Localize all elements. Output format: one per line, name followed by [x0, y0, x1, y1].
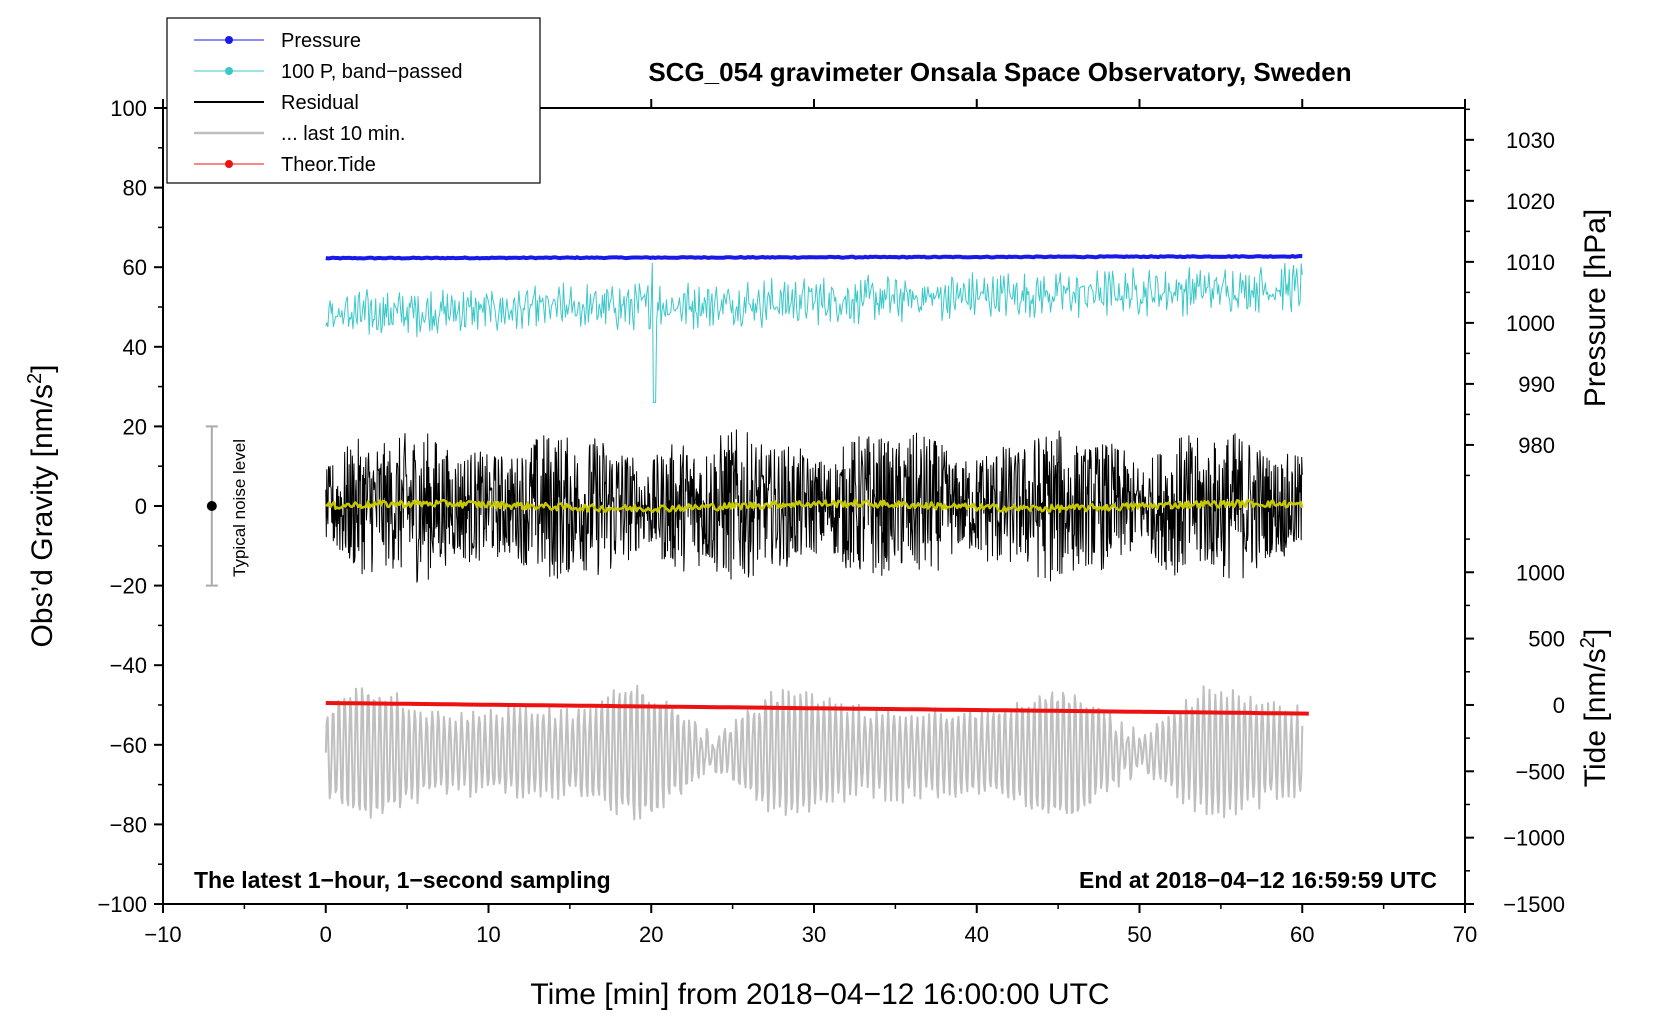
- y-tick-label: 40: [123, 335, 147, 360]
- legend-swatch-marker: [225, 160, 233, 168]
- legend-swatch-marker: [225, 67, 233, 75]
- tide-tick-label: −1500: [1503, 892, 1565, 917]
- y-tick-label: −60: [110, 733, 147, 758]
- pressure-tick-label: 1010: [1506, 250, 1555, 275]
- x-tick-label: 30: [802, 922, 826, 947]
- noise-center-dot: [206, 501, 217, 511]
- legend-entry-label: Theor.Tide: [281, 154, 376, 176]
- series-band-passed: [325, 262, 1303, 403]
- y-axis-label-tide-end: ]: [1579, 629, 1612, 637]
- y-axis-label-tide-main: Tide [nm/s: [1579, 648, 1612, 787]
- series-layer: [324, 254, 1309, 821]
- y-axis-label-left-main: Obs’d Gravity [nm/s: [26, 384, 59, 647]
- y-axis-label-left-sup: 2: [24, 373, 46, 384]
- tide-tick-label: −500: [1515, 759, 1565, 784]
- ticks-layer: −10 0 10 20 30 40 50 60 70100806040200−20−40−60−…: [97, 96, 1565, 947]
- pressure-tick-label: 990: [1518, 372, 1555, 397]
- tide-tick-label: 500: [1528, 627, 1565, 652]
- y-axis-label-left: Obs’d Gravity [nm/s2]: [24, 365, 59, 648]
- x-tick-label: 10: [476, 922, 500, 947]
- x-tick-label: 50: [1127, 922, 1151, 947]
- tide-tick-label: 0: [1553, 693, 1565, 718]
- pressure-tick-label: 1020: [1506, 189, 1555, 214]
- y-axis-label-tide-sup: 2: [1577, 637, 1599, 648]
- y-tick-label: −40: [110, 653, 147, 678]
- legend-box: [166, 17, 541, 184]
- series-pressure: [325, 254, 1303, 261]
- y-axis-label-pressure: Pressure [hPa]: [1579, 209, 1612, 407]
- legend-entry-label: Residual: [281, 92, 359, 114]
- noise-level-indicator: Typical noise level: [205, 425, 249, 587]
- x-tick-label: 40: [965, 922, 989, 947]
- y-axis-label-left-end: ]: [26, 365, 59, 373]
- x-tick-label: 60: [1290, 922, 1314, 947]
- y-axis-label-tide: Tide [nm/s2]: [1577, 629, 1612, 787]
- tide-tick-label: −1000: [1503, 826, 1565, 851]
- legend-entry-label: 100 P, band−passed: [281, 61, 462, 83]
- y-tick-label: 100: [110, 96, 147, 121]
- x-tick-label: 20: [639, 922, 663, 947]
- pressure-tick-label: 980: [1518, 433, 1555, 458]
- annotation-sampling: The latest 1−hour, 1−second sampling: [194, 867, 611, 893]
- y-tick-label: 0: [135, 494, 147, 519]
- series-theor-tide: [325, 701, 1309, 716]
- pressure-tick-label: 1000: [1506, 311, 1555, 336]
- legend-swatch-marker: [225, 36, 233, 44]
- y-tick-label: 60: [123, 255, 147, 280]
- x-tick-label: 70: [1453, 922, 1477, 947]
- x-tick-label: −10: [144, 922, 181, 947]
- annotation-end-time: End at 2018−04−12 16:59:59 UTC: [1079, 867, 1437, 893]
- y-tick-label: 20: [123, 414, 147, 439]
- legend-entry-label: Pressure: [281, 30, 361, 52]
- chart-title: SCG_054 gravimeter Onsala Space Observat…: [648, 57, 1351, 87]
- pressure-tick-label: 1030: [1506, 128, 1555, 153]
- y-tick-label: 80: [123, 176, 147, 201]
- series-residual: [325, 429, 1303, 583]
- x-axis-label: Time [min] from 2018−04−12 16:00:00 UTC: [530, 978, 1109, 1011]
- tide-tick-label: 1000: [1516, 560, 1565, 585]
- y-tick-label: −80: [110, 812, 147, 837]
- x-tick-label: 0: [320, 922, 332, 947]
- legend: Pressure 100 P, band−passed Residual ... la…: [166, 17, 541, 184]
- noise-level-label: Typical noise level: [230, 439, 249, 577]
- series-last-10-min: [324, 684, 1304, 821]
- series-smoothed-residual: [325, 498, 1304, 514]
- legend-entry-label: ... last 10 min.: [281, 123, 406, 145]
- y-tick-label: −100: [97, 892, 147, 917]
- y-tick-label: −20: [110, 574, 147, 599]
